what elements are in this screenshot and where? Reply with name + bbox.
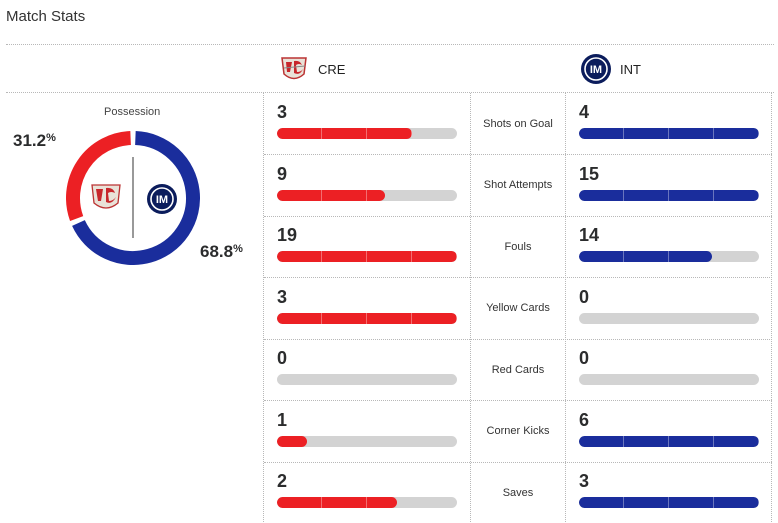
stat-row: 1 Corner Kicks 6 <box>264 401 772 463</box>
stat-home-bar-fill <box>277 435 308 447</box>
possession-away-value: 68.8% <box>200 242 243 262</box>
team-abbr-home: CRE <box>318 61 346 77</box>
possession-away-number: 68.8 <box>200 242 234 261</box>
stat-row: 0 Red Cards 0 <box>264 339 772 401</box>
possession-label: Possession <box>104 106 161 118</box>
possession-donut-chart: IM <box>66 131 200 265</box>
stat-row: 19 Fouls 14 <box>264 216 772 278</box>
stat-away-bar-fill <box>579 497 759 508</box>
stat-home-bar <box>277 374 457 385</box>
stat-home-bar-fill <box>277 497 398 508</box>
divider <box>470 93 471 522</box>
stat-home-value: 2 <box>277 471 288 491</box>
svg-text:IM: IM <box>156 194 168 206</box>
stat-home-bar <box>277 128 457 139</box>
stat-away-value: 15 <box>579 163 600 184</box>
divider <box>6 92 774 93</box>
stat-away-bar <box>579 189 759 201</box>
team-header-away: IM INT <box>580 54 641 84</box>
stat-label: Corner Kicks <box>486 425 550 437</box>
stat-home-bar <box>277 251 457 262</box>
stat-away-bar-fill <box>579 128 759 139</box>
possession-home-value: 31.2% <box>13 131 56 151</box>
stat-home-bar <box>277 312 457 324</box>
stat-home-bar-fill <box>277 312 457 324</box>
inter-crest-icon: IM <box>147 184 177 214</box>
divider <box>263 93 264 522</box>
divider <box>264 400 772 401</box>
stat-away-bar <box>579 497 759 508</box>
team-header-home: CRE <box>278 54 345 84</box>
page-title: Match Stats <box>6 8 86 25</box>
stat-away-value: 0 <box>579 286 590 307</box>
divider <box>264 154 772 155</box>
stat-home-value: 0 <box>277 348 288 368</box>
stat-home-value: 3 <box>277 102 288 122</box>
stat-home-value: 3 <box>277 286 288 307</box>
stat-away-bar-fill <box>579 189 759 201</box>
stat-label: Fouls <box>504 240 532 253</box>
stat-label: Saves <box>502 486 534 499</box>
stat-away-bar <box>579 251 759 262</box>
stat-home-value: 19 <box>277 225 298 245</box>
stat-away-value: 0 <box>579 348 590 368</box>
stat-label: Red Cards <box>491 363 545 376</box>
divider <box>264 215 772 217</box>
stat-home-bar <box>277 497 457 508</box>
stat-away-bar <box>579 312 759 324</box>
divider <box>6 44 774 45</box>
divider <box>264 277 772 278</box>
percent-sign: % <box>46 132 56 144</box>
stat-home-bar <box>277 435 457 447</box>
stat-row: 2 Saves 3 <box>264 462 772 523</box>
stat-away-value: 3 <box>579 471 590 491</box>
possession-home-number: 31.2 <box>13 131 47 150</box>
stat-home-bar-fill <box>277 128 412 139</box>
stat-row: 3 Shots on Goal 4 <box>264 93 772 155</box>
svg-text:IM: IM <box>590 64 602 76</box>
possession-arc-home <box>66 131 132 221</box>
stat-home-bar-fill <box>277 251 457 262</box>
stat-away-value: 4 <box>579 102 590 122</box>
stat-label: Shots on Goal <box>483 117 553 130</box>
stat-home-value: 1 <box>277 409 288 430</box>
stat-away-value: 14 <box>579 225 600 245</box>
stat-away-bar-fill <box>579 251 712 262</box>
stat-home-value: 9 <box>277 163 288 184</box>
stat-label: Shot Attempts <box>483 179 553 191</box>
percent-sign: % <box>233 243 243 255</box>
divider <box>264 338 772 340</box>
possession-arc-away <box>72 131 200 265</box>
cremonese-crest-icon <box>91 184 121 209</box>
stat-away-bar <box>579 128 759 139</box>
divider <box>264 461 772 463</box>
stat-row: 3 Yellow Cards 0 <box>264 278 772 340</box>
stat-away-bar <box>579 435 759 447</box>
stat-away-value: 6 <box>579 409 590 430</box>
divider <box>771 93 772 522</box>
team-abbr-away: INT <box>620 61 641 77</box>
inter-crest-icon: IM <box>580 53 612 85</box>
stat-label: Yellow Cards <box>486 302 550 314</box>
stat-away-bar-fill <box>579 435 759 447</box>
stat-home-bar-fill <box>277 189 385 201</box>
divider <box>565 93 566 522</box>
stat-home-bar <box>277 189 457 201</box>
stat-row: 9 Shot Attempts 15 <box>264 155 772 217</box>
stat-away-bar <box>579 374 759 385</box>
cremonese-crest-icon <box>278 54 310 84</box>
